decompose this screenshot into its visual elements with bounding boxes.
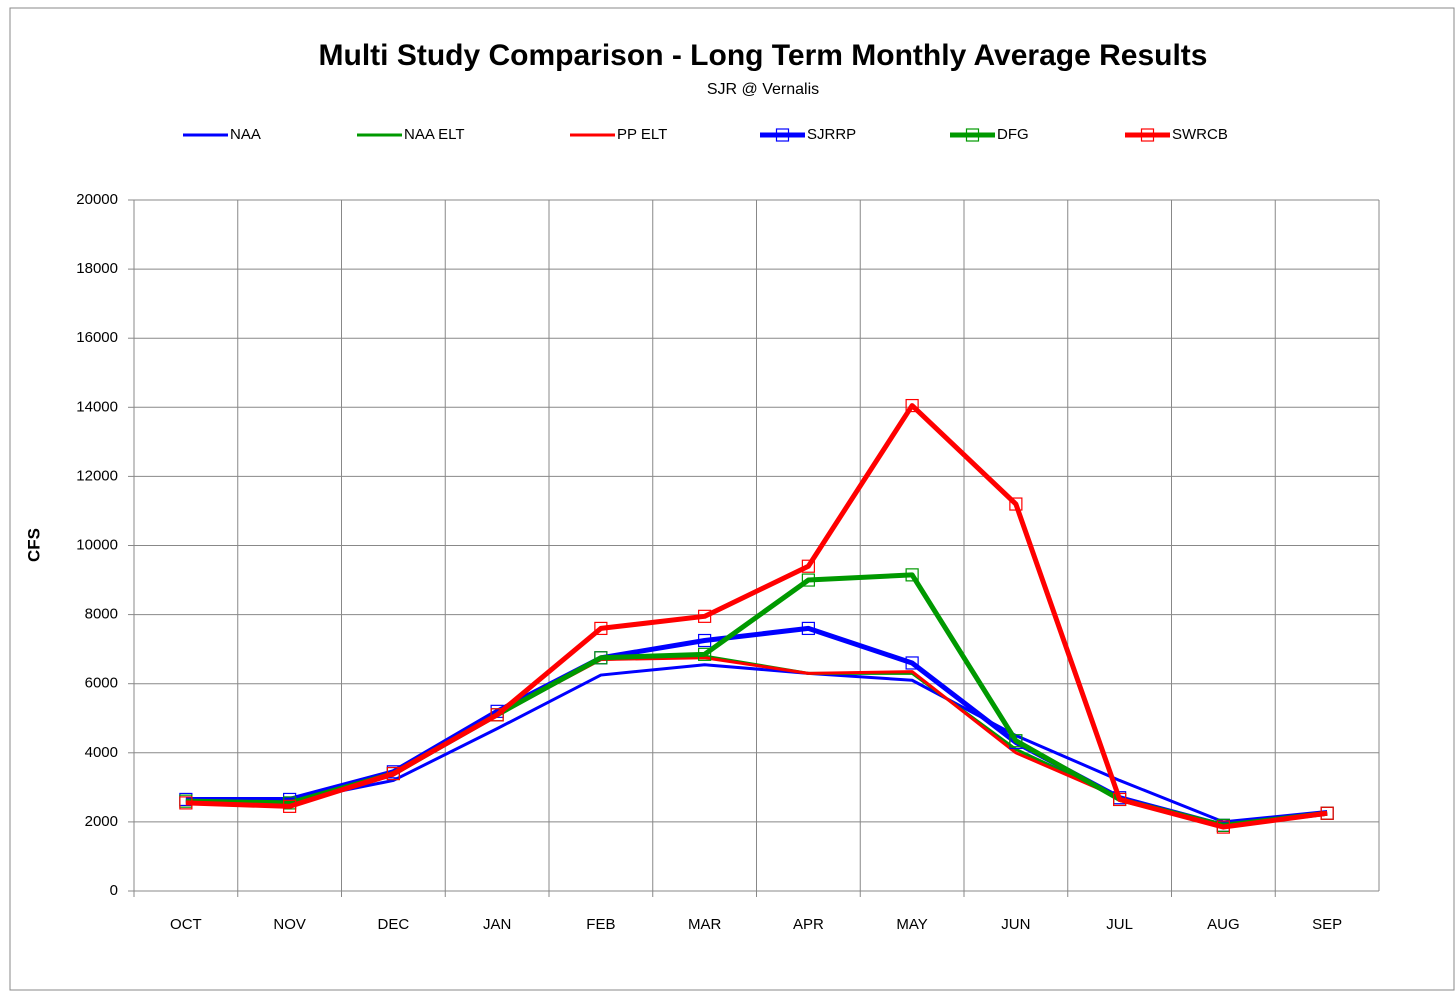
x-tick-label: DEC [378,916,410,933]
series-marker [801,621,815,636]
x-tick-label: MAY [896,916,927,933]
series-marker [179,796,193,810]
series-marker [801,559,815,573]
series-marker [594,621,608,636]
x-tick-label: JUN [1001,916,1030,933]
x-tick-label: JUL [1106,916,1133,933]
y-tick-label: 4000 [85,744,118,761]
series-marker [801,573,815,587]
series-marker [1009,497,1023,511]
series-marker [905,398,919,413]
y-tick-label: 6000 [85,675,118,692]
series-marker [490,708,504,722]
series-line [185,403,1328,830]
x-tick-label: APR [793,916,824,933]
legend-label: NAA ELT [404,126,465,143]
y-tick-label: 14000 [76,398,118,415]
y-tick-label: 2000 [85,813,118,830]
y-axis-label: CFS [24,528,43,562]
legend-label: PP ELT [617,126,667,143]
x-tick-label: FEB [586,916,615,933]
legend-label: DFG [997,126,1029,143]
series-marker [905,656,919,670]
chart-title: Multi Study Comparison - Long Term Month… [319,39,1208,72]
x-tick-label: JAN [483,916,511,933]
y-tick-label: 16000 [76,329,118,346]
series-marker [905,568,919,582]
y-tick-label: 18000 [76,260,118,277]
legend-label: SJRRP [807,126,856,143]
x-tick-label: AUG [1207,916,1240,933]
x-tick-label: MAR [688,916,722,933]
y-tick-label: 0 [110,882,118,899]
series-marker [1009,734,1023,748]
y-tick-label: 20000 [76,191,118,208]
series-line [185,663,1328,824]
x-tick-label: SEP [1312,916,1342,933]
series-marker [283,799,297,813]
series-marker [1216,820,1230,834]
series-marker [698,609,712,623]
y-tick-label: 12000 [76,467,118,484]
y-tick-label: 8000 [85,606,118,623]
chart-subtitle: SJR @ Vernalis [707,81,819,98]
legend-marker [965,128,980,142]
series-marker [1320,806,1334,820]
series-marker [594,651,608,665]
series-marker [386,766,400,781]
x-tick-label: OCT [170,916,202,933]
y-tick-label: 10000 [76,536,118,553]
legend-label: SWRCB [1172,126,1228,143]
legend-marker [775,128,790,142]
legend-marker [1140,128,1155,142]
series-marker [1113,792,1127,807]
series-marker [698,633,712,648]
x-tick-label: NOV [273,916,306,933]
series-marker [698,647,712,661]
chart-border [9,7,1455,991]
legend-label: NAA [230,126,261,143]
